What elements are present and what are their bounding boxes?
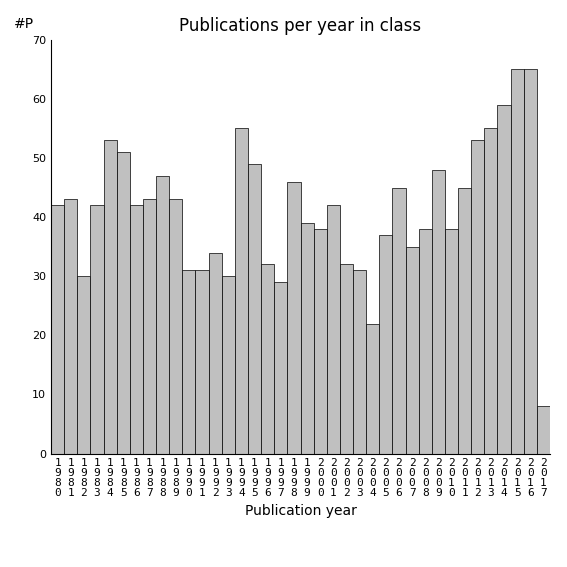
Bar xyxy=(392,188,405,454)
Bar xyxy=(183,270,196,454)
Bar xyxy=(209,252,222,454)
Bar xyxy=(458,188,471,454)
Bar xyxy=(445,229,458,454)
Bar xyxy=(235,128,248,454)
Bar xyxy=(90,205,104,454)
X-axis label: Publication year: Publication year xyxy=(244,504,357,518)
Bar xyxy=(314,229,327,454)
Bar xyxy=(405,247,418,454)
Bar xyxy=(274,282,287,454)
Bar xyxy=(353,270,366,454)
Bar xyxy=(287,181,301,454)
Bar xyxy=(261,264,274,454)
Bar xyxy=(51,205,64,454)
Bar xyxy=(340,264,353,454)
Bar xyxy=(196,270,209,454)
Bar xyxy=(471,140,484,454)
Bar xyxy=(104,140,117,454)
Bar xyxy=(524,69,537,454)
Bar xyxy=(537,407,550,454)
Bar xyxy=(497,105,511,454)
Bar xyxy=(379,235,392,454)
Bar xyxy=(484,128,497,454)
Bar xyxy=(248,164,261,454)
Bar xyxy=(418,229,432,454)
Bar xyxy=(64,200,77,454)
Bar xyxy=(169,200,183,454)
Bar xyxy=(432,170,445,454)
Bar xyxy=(222,276,235,454)
Bar xyxy=(77,276,90,454)
Title: Publications per year in class: Publications per year in class xyxy=(179,18,422,35)
Bar xyxy=(511,69,524,454)
Y-axis label: #P: #P xyxy=(14,18,33,31)
Bar xyxy=(117,152,130,454)
Bar xyxy=(327,205,340,454)
Bar xyxy=(366,324,379,454)
Bar xyxy=(301,223,314,454)
Bar xyxy=(130,205,143,454)
Bar xyxy=(143,200,156,454)
Bar xyxy=(156,176,169,454)
